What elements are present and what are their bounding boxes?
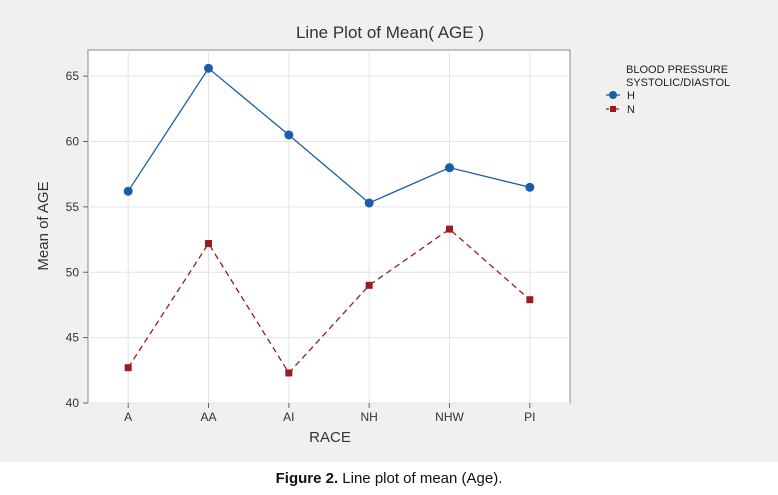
legend-swatch-marker [609, 91, 617, 99]
legend-label-H: H [627, 90, 635, 102]
y-tick-label: 60 [66, 135, 80, 149]
x-tick-label: NH [360, 410, 377, 424]
data-point-H [525, 182, 535, 192]
data-point-N [446, 225, 453, 233]
data-point-N [124, 364, 132, 372]
x-tick-label: A [124, 410, 132, 424]
caption-label: Figure 2. [275, 470, 339, 487]
data-point-N [365, 281, 373, 289]
y-tick-label: 45 [66, 331, 80, 345]
x-tick-label: PI [524, 410, 535, 424]
legend-title-line2: SYSTOLIC/DIASTOL [626, 77, 730, 89]
data-point-N [205, 239, 212, 247]
data-point-N [526, 296, 534, 304]
legend: BLOOD PRESSURE SYSTOLIC/DIASTOL HN [606, 64, 730, 116]
x-axis-label: RACE [309, 429, 351, 446]
y-tick-label: 50 [66, 265, 80, 279]
data-point-H [364, 198, 374, 208]
chart-title: Line Plot of Mean( AGE ) [296, 23, 484, 42]
series-markers [123, 63, 535, 377]
plot-area [87, 49, 571, 404]
data-point-N [285, 369, 293, 377]
data-point-H [284, 130, 294, 140]
legend-label-N: N [627, 104, 635, 116]
data-point-H [445, 163, 454, 173]
y-tick-label: 65 [66, 69, 80, 83]
y-tick-label: 55 [66, 200, 80, 214]
y-axis-ticks: 40 45 50 55 60 65 [66, 69, 88, 410]
series-lines [127, 67, 531, 375]
y-tick-label: 40 [66, 396, 80, 410]
x-tick-label: AA [200, 410, 216, 424]
chart-figure: 40 45 50 55 60 65 A AA AI NH NHW PI Line Plot of M… [0, 0, 778, 462]
gridlines [88, 50, 570, 404]
legend-swatch-marker [610, 106, 616, 112]
legend-title-line1: BLOOD PRESSURE [626, 64, 728, 76]
figure-caption: Figure 2. Line plot of mean (Age). [0, 470, 778, 487]
x-tick-label: AI [283, 410, 294, 424]
caption-text: Line plot of mean (Age). [338, 470, 503, 487]
x-axis-ticks: A AA AI NH NHW PI [124, 403, 536, 424]
y-axis-label: Mean of AGE [35, 181, 52, 270]
data-point-H [204, 63, 213, 73]
data-point-H [123, 186, 133, 196]
series-line-H [127, 67, 530, 204]
series-line-N [127, 228, 531, 375]
x-tick-label: NHW [435, 410, 464, 424]
